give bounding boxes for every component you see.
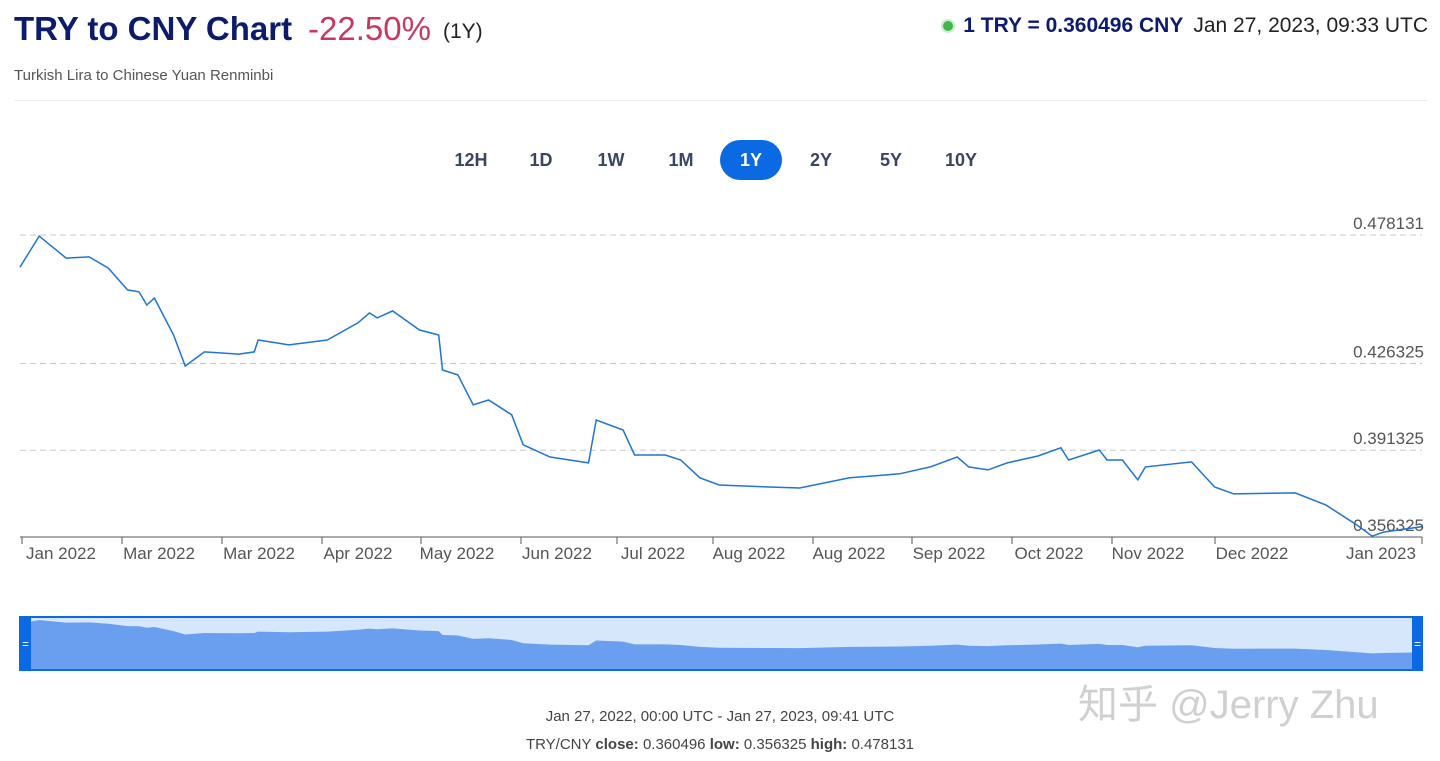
- current-rate: 1 TRY = 0.360496 CNY Jan 27, 2023, 09:33…: [943, 14, 1428, 38]
- live-dot-icon: [943, 21, 954, 31]
- y-tick-label: 0.426325: [1353, 342, 1424, 361]
- summary: TRY/CNY close: 0.360496 low: 0.356325 hi…: [0, 736, 1440, 753]
- grip-icon: =: [1414, 637, 1421, 651]
- y-tick-label: 0.478131: [1353, 214, 1424, 233]
- y-tick-label: 0.356325: [1353, 516, 1424, 535]
- low-label: low:: [709, 736, 740, 753]
- x-tick-label: Mar 2022: [123, 544, 195, 563]
- tab-10y[interactable]: 10Y: [944, 149, 978, 170]
- page-title: TRY to CNY Chart: [14, 10, 293, 47]
- close-value: 0.360496: [642, 736, 706, 753]
- y-tick-label: 0.391325: [1353, 429, 1424, 448]
- rate-value: 1 TRY = 0.360496 CNY: [963, 14, 1184, 37]
- navigator-area: [20, 620, 1422, 669]
- subtitle: Turkish Lira to Chinese Yuan Renminbi: [14, 67, 274, 84]
- x-tick-label: Jan 2022: [26, 544, 96, 563]
- navigator-handle[interactable]: [20, 617, 31, 670]
- high-label: high:: [810, 736, 848, 753]
- tab-1m[interactable]: 1M: [668, 149, 694, 170]
- pair: TRY/CNY: [525, 736, 592, 753]
- price-line: [19, 234, 1423, 537]
- tab-5y[interactable]: 5Y: [879, 149, 903, 170]
- x-tick-label: Aug 2022: [813, 544, 886, 563]
- x-tick-label: May 2022: [420, 544, 495, 563]
- watermark: 知乎 @Jerry Zhu: [1078, 683, 1379, 727]
- x-tick-label: Dec 2022: [1216, 544, 1289, 563]
- tab-2y[interactable]: 2Y: [809, 149, 833, 170]
- x-tick-label: Sep 2022: [913, 544, 986, 563]
- x-tick-label: Nov 2022: [1112, 544, 1185, 563]
- close-label: close:: [595, 736, 639, 753]
- x-tick-label: Jul 2022: [621, 544, 685, 563]
- rate-timestamp: Jan 27, 2023, 09:33 UTC: [1193, 14, 1428, 37]
- chart: 0.478131 0.426325 0.391325 0.356325 Jan 2022…: [19, 214, 1424, 671]
- change-percent: -22.50%: [308, 10, 431, 47]
- date-range: Jan 27, 2022, 00:00 UTC - Jan 27, 2023, …: [545, 708, 895, 725]
- x-tick-label: Apr 2022: [324, 544, 393, 563]
- tab-1w[interactable]: 1W: [597, 149, 625, 170]
- range-tabs: 12H 1D 1W 1M 1Y 2Y 5Y 10Y: [440, 140, 1000, 180]
- navigator-handle[interactable]: [1412, 617, 1423, 670]
- x-tick-label: Oct 2022: [1015, 544, 1084, 563]
- low-value: 0.356325: [743, 736, 807, 753]
- grip-icon: =: [22, 637, 29, 651]
- tab-12h[interactable]: 12H: [454, 149, 488, 170]
- x-tick-label: Mar 2022: [223, 544, 295, 563]
- high-value: 0.478131: [851, 736, 915, 753]
- x-tick-label: Aug 2022: [713, 544, 786, 563]
- x-tick-label: Jan 2023: [1346, 544, 1416, 563]
- tab-1y[interactable]: 1Y: [720, 140, 782, 180]
- tab-1d[interactable]: 1D: [529, 149, 553, 170]
- period-label: (1Y): [443, 20, 483, 43]
- x-tick-label: Jun 2022: [522, 544, 592, 563]
- divider: [14, 100, 1428, 101]
